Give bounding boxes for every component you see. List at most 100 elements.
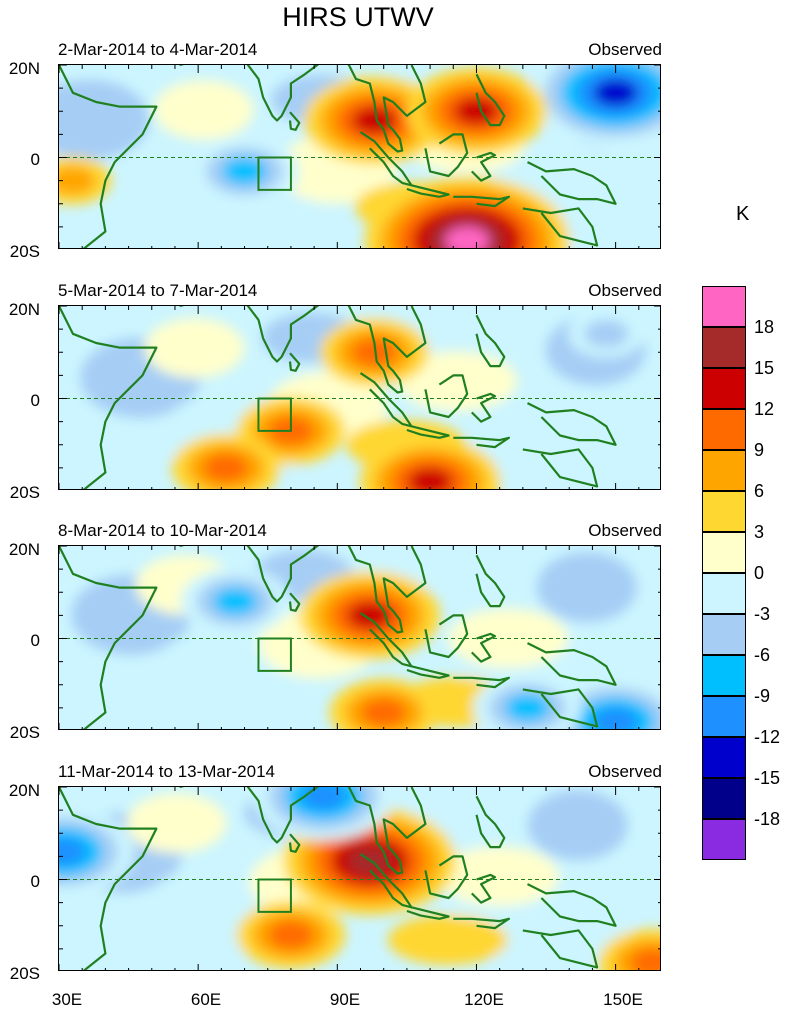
anomaly-feature: [300, 787, 346, 811]
coastline: [522, 688, 599, 728]
coastline: [59, 65, 158, 248]
anomaly-map: [58, 545, 661, 730]
region-box: [257, 156, 292, 191]
coastline: [475, 554, 506, 608]
coastline: [471, 392, 497, 423]
anomaly-field: [59, 65, 660, 248]
coastline: [179, 787, 320, 844]
coastline: [359, 612, 413, 668]
anomaly-feature: [583, 319, 629, 348]
coastline: [288, 592, 301, 612]
coastline: [424, 374, 469, 419]
coastline: [522, 207, 599, 247]
lat-tick-label: 20N: [8, 59, 40, 78]
anomaly-feature: [222, 157, 267, 186]
coastline: [527, 402, 617, 446]
lon-tick-label: 30E: [51, 990, 83, 1009]
colorbar-box: [702, 327, 746, 368]
coastline: [288, 111, 301, 131]
lat-tick-label: 20S: [9, 242, 40, 261]
anomaly-map: [58, 305, 661, 490]
anomaly-feature: [593, 707, 639, 729]
colorbar-tick-label: 3: [754, 522, 765, 542]
colorbar-tick-label: -15: [754, 768, 781, 788]
coastline: [406, 425, 450, 439]
coastline: [347, 546, 427, 634]
anomaly-feature: [203, 453, 249, 482]
coastline: [347, 65, 427, 153]
colorbar-tick-label: 6: [754, 481, 765, 501]
colorbar-tick-label: -6: [754, 645, 771, 665]
anomaly-feature: [59, 166, 96, 195]
coastline: [527, 883, 617, 927]
anomaly-field: [59, 787, 660, 970]
colorbar-tick-label: 12: [754, 399, 775, 419]
coastline: [424, 614, 469, 659]
lon-tick-label: 60E: [190, 990, 222, 1009]
lat-tick-label: 20S: [9, 964, 40, 983]
coastline: [453, 917, 510, 930]
map-panel: 2-Mar-2014 to 4-Mar-2014 Observed 20N 0 …: [0, 40, 700, 270]
anomaly-feature: [407, 467, 453, 489]
region-box: [257, 878, 292, 913]
anomaly-contour: [144, 318, 245, 378]
colorbar-box: [702, 409, 746, 450]
lon-axis: 30E 60E 90E 120E 150E: [0, 990, 720, 1012]
anomaly-contour: [153, 80, 254, 140]
coastline: [475, 73, 506, 127]
colorbar-tick-label: 9: [754, 440, 765, 460]
anomaly-feature: [505, 693, 550, 722]
coastline: [288, 833, 301, 853]
coastline: [179, 306, 320, 363]
coastline: [347, 306, 427, 394]
colorbar-tick-label: 18: [754, 317, 775, 337]
anomaly-feature: [268, 921, 314, 949]
coastline: [424, 133, 469, 178]
colorbar-tick-label: -18: [754, 809, 781, 829]
colorbar-tick-label: 15: [754, 358, 775, 378]
region-box: [257, 397, 292, 432]
colorbar-box: [702, 819, 746, 860]
anomaly-feature: [59, 837, 87, 866]
region-box: [257, 637, 292, 672]
coastline: [406, 665, 450, 679]
coastline: [406, 906, 450, 920]
coastline: [475, 314, 506, 368]
coastline: [527, 161, 617, 205]
colorbar-box: [702, 614, 746, 655]
lat-tick-label: 20S: [9, 723, 40, 742]
panel-observed-label: Observed: [588, 40, 662, 59]
colorbar-box: [702, 286, 746, 327]
anomaly-contour: [59, 79, 150, 160]
coastline: [453, 195, 510, 208]
anomaly-field: [59, 546, 660, 729]
coastline: [359, 372, 413, 428]
anomaly-feature: [212, 587, 258, 616]
colorbar-box: [702, 737, 746, 778]
anomaly-contour: [536, 552, 637, 623]
colorbar-tick-label: -9: [754, 686, 771, 706]
anomaly-feature: [630, 948, 660, 970]
colorbar-box: [702, 532, 746, 573]
coastline: [406, 184, 450, 198]
colorbar-unit-label: K: [736, 203, 750, 225]
colorbar-box: [702, 573, 746, 614]
colorbar-box: [702, 450, 746, 491]
anomaly-contour: [527, 790, 628, 861]
anomaly-map: [58, 786, 661, 971]
coastline: [359, 853, 413, 909]
anomaly-feature: [454, 97, 499, 126]
lat-tick-label: 0: [30, 150, 40, 169]
coastline: [424, 855, 469, 900]
anomaly-map: [58, 64, 661, 249]
coastline: [471, 873, 497, 904]
lon-tick-label: 150E: [603, 990, 643, 1009]
chart-title: HIRS UTWV: [282, 2, 434, 32]
anomaly-feature: [593, 78, 639, 107]
colorbar-tick-label: -12: [754, 727, 781, 747]
lon-tick-label: 90E: [329, 990, 361, 1009]
anomaly-feature: [361, 698, 407, 727]
coastline: [453, 436, 510, 449]
map-panel: 11-Mar-2014 to 13-Mar-2014 Observed 20N …: [0, 762, 700, 992]
coastline: [522, 448, 599, 488]
